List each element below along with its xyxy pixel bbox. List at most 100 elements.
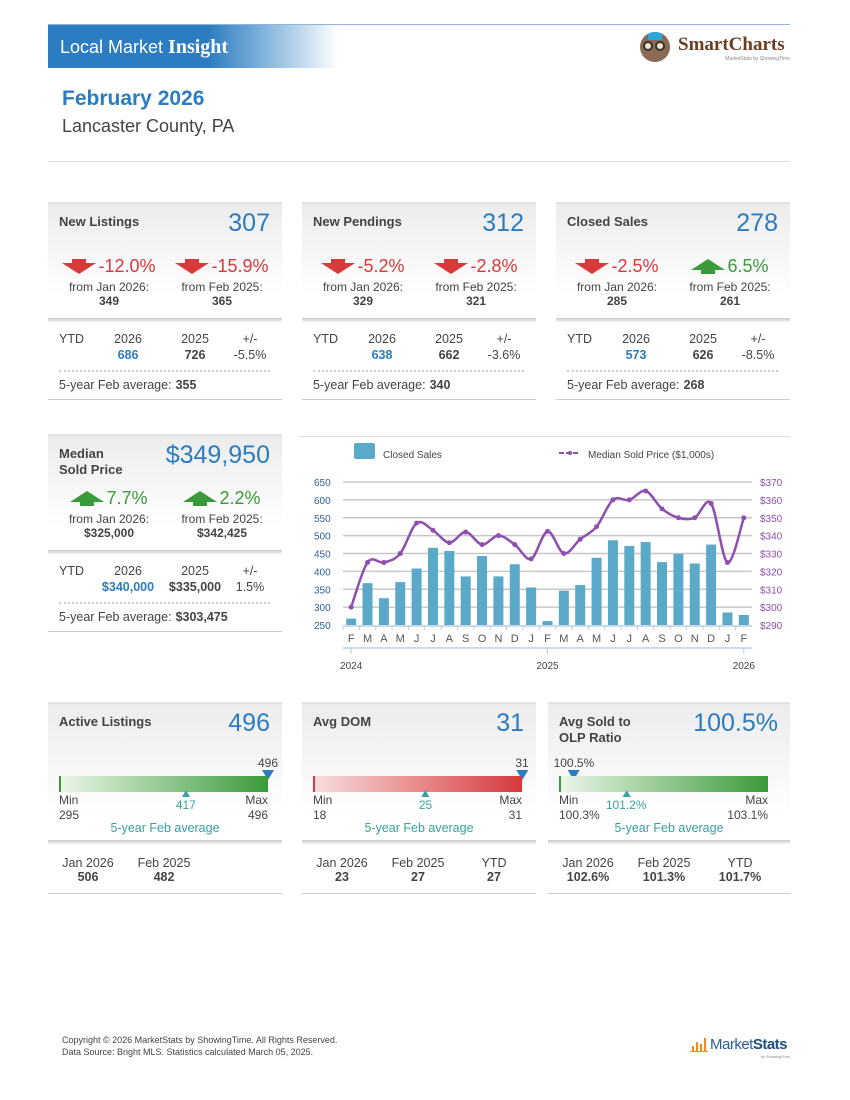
left-axis-tick: 350 [314, 585, 331, 596]
point-median-price [397, 551, 403, 556]
bar-closed-sales [395, 582, 406, 625]
arrow-up-icon [70, 491, 105, 506]
left-axis-tick: 250 [314, 621, 331, 632]
bar-closed-sales [591, 557, 602, 625]
report-subtitle: Lancaster County, PA [62, 116, 235, 136]
left-axis-tick: 300 [314, 603, 331, 614]
year-label: 2026 [733, 661, 756, 672]
right-axis-tick: $330 [760, 550, 783, 561]
x-tick-label: O [674, 633, 683, 645]
x-tick-label: J [610, 633, 616, 645]
card-label: New Pendings [313, 214, 402, 229]
ytd-value-current: 573 [625, 348, 647, 362]
logo-by: by ShowingTime [760, 1054, 790, 1059]
card-label: Closed Sales [567, 214, 648, 229]
bar-closed-sales [444, 550, 455, 625]
bar-closed-sales [738, 614, 749, 625]
point-median-price [528, 556, 534, 562]
x-tick-label: N [691, 633, 699, 645]
x-tick-label: O [478, 633, 487, 645]
change-from-value: 329 [352, 294, 374, 308]
ytd-change-label: +/- [242, 332, 258, 346]
change-from-label: from Jan 2026: [576, 280, 658, 294]
year-label: 2024 [340, 661, 363, 672]
gauge-header: Avg DOM 31 31 25 Min 18 Max 31 5-year Feb … [302, 702, 536, 844]
point-median-price [479, 542, 485, 548]
card-header: New Pendings 312 -5.2% from Jan 2026: 32… [302, 202, 536, 322]
compare-item: Jan 2026 506 [62, 856, 114, 884]
card-ytd: YTD 2026 2025 +/- 573 626 -8.5% 5-year F… [556, 322, 790, 400]
change-percent: -2.5% [575, 256, 659, 277]
change-from-value: 365 [211, 294, 233, 308]
bar-closed-sales [689, 563, 700, 625]
ytd-change-label: +/- [496, 332, 512, 346]
right-axis-tick: $340 [760, 532, 783, 543]
report-title: February 2026 [62, 87, 205, 110]
five-year-average: 5-year Feb average: 355 [59, 378, 197, 392]
point-median-price [512, 542, 518, 548]
change-percent: -15.9% [175, 256, 269, 277]
arrow-down-icon [575, 259, 610, 274]
x-tick-label: N [494, 633, 502, 645]
bar-closed-sales [722, 612, 733, 625]
closed-sales-price-chart: Closed Sales Median Sold Price ($1,000s) 2… [300, 436, 790, 674]
banner-title-light: Local Market [60, 37, 169, 57]
arrow-up-icon [183, 491, 218, 506]
ytd-change-value: -3.6% [487, 348, 521, 362]
bar-closed-sales [673, 553, 684, 625]
gauge-label: Avg Sold to OLP Ratio [559, 714, 631, 745]
card-value: $349,950 [165, 441, 270, 469]
logo-subtitle: MarketStats by ShowingTime [725, 56, 790, 62]
change-year: 2.2% from Feb 2025: $342,425 [167, 488, 277, 540]
compare-item: YTD 27 [481, 856, 507, 884]
bar-closed-sales [362, 583, 373, 625]
bar-closed-sales [509, 564, 520, 625]
x-tick-label: J [725, 633, 731, 645]
left-axis-tick: 400 [314, 567, 331, 578]
point-median-price [414, 520, 420, 526]
point-median-price [545, 528, 550, 534]
point-median-price [594, 524, 600, 530]
point-median-price [561, 551, 567, 556]
ytd-year-current: 2026 [114, 332, 142, 346]
stat-card: New Listings 307 -12.0% from Jan 2026: 3… [48, 202, 282, 400]
gauge-header: Avg Sold to OLP Ratio 100.5% 100.5% 101.2… [548, 702, 790, 844]
bar-closed-sales [460, 576, 471, 625]
gauge-label: Avg DOM [313, 714, 372, 729]
compare-item: Jan 2026 23 [316, 856, 368, 884]
ytd-value-prior: $335,000 [168, 580, 222, 594]
legend-label-bars: Closed Sales [383, 450, 442, 461]
average-caption: 5-year Feb average [614, 821, 724, 835]
average-caption: 5-year Feb average [364, 821, 474, 835]
bar-closed-sales [477, 556, 488, 625]
ytd-value-current: $340,000 [101, 580, 155, 594]
stat-card: Closed Sales 278 -2.5% from Jan 2026: 28… [556, 202, 790, 400]
change-percent: 7.7% [70, 488, 148, 509]
gauge-header: Active Listings 496 496 417 Min 295 Max 49… [48, 702, 282, 844]
gauge-max: Max 103.1% [727, 793, 768, 822]
card-header: Median Sold Price $349,950 7.7% from Jan … [48, 434, 282, 554]
banner: Local Market Insight [48, 25, 338, 68]
change-percent: 6.5% [691, 256, 769, 277]
point-median-price [365, 559, 371, 565]
dotted-divider [59, 370, 270, 372]
gauge-compare: Jan 2026 102.6% Feb 2025 101.3% YTD 101.… [548, 844, 790, 894]
current-marker: 100.5% [554, 756, 594, 780]
triangle-up-icon [622, 790, 631, 797]
x-tick-label: F [544, 633, 551, 645]
gauge-compare: Jan 2026 23 Feb 2025 27 YTD 27 [302, 844, 536, 894]
arrow-down-icon [62, 259, 97, 274]
ytd-label: YTD [313, 332, 338, 346]
arrow-down-icon [175, 259, 210, 274]
bar-closed-sales [378, 598, 389, 625]
change-percent: -2.8% [434, 256, 518, 277]
change-from-value: 261 [719, 294, 741, 308]
range-bar [59, 776, 268, 792]
average-value: 25 [418, 798, 433, 812]
x-tick-label: M [396, 633, 405, 645]
x-tick-label: S [462, 633, 469, 645]
point-median-price [463, 529, 469, 535]
change-from-label: from Jan 2026: [322, 280, 404, 294]
change-from-value: 349 [98, 294, 120, 308]
arrow-up-icon [691, 259, 726, 274]
